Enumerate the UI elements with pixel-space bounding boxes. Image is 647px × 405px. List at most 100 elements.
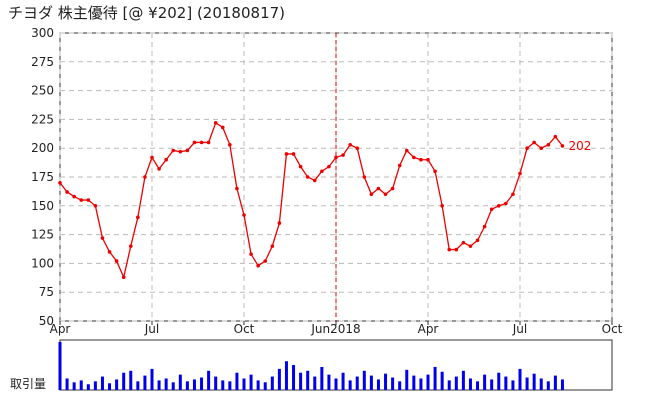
price-line [59,121,563,280]
price-point [376,186,381,191]
price-point [100,236,105,240]
volume-bar [115,379,119,390]
volume-bar [419,378,423,390]
volume-bar [468,378,472,390]
volume-bar [122,372,126,390]
volume-label: 取引量 [10,377,46,391]
volume-bar [129,370,133,390]
volume-bar [164,378,168,390]
volume-bar [157,380,161,390]
price-point [397,163,402,168]
volume-bar [433,366,437,390]
y-tick-label: 300 [31,26,54,40]
price-point [518,171,522,176]
price-point [291,152,296,156]
price-point [305,175,310,179]
price-point [341,153,345,157]
price-point [93,204,98,208]
price-point [560,144,565,148]
volume-bar [447,380,451,390]
volume-bar [65,378,69,390]
volume-bar [440,371,444,390]
volume-bar [214,376,218,390]
price-point [412,155,416,160]
price-point [369,192,374,197]
price-point [447,247,452,252]
price-point [249,252,253,256]
price-point [235,186,239,191]
volume-bar [454,376,458,390]
price-point [419,157,423,162]
price-point [263,259,268,263]
price-point [277,221,282,225]
volume-bar [405,369,409,390]
price-point [312,178,317,183]
x-tick-label: Apr [50,322,71,336]
volume-bar [79,380,83,390]
price-point [496,204,501,208]
price-point [454,247,459,252]
volume-bar [518,368,522,390]
volume-bar [355,376,359,390]
volume-bar [426,374,430,390]
y-tick-label: 225 [31,112,54,126]
price-point [334,155,338,160]
price-point [86,198,91,202]
volume-bar [108,383,112,390]
chart-title: チヨダ 株主優待 [@ ¥202] (20180817) [8,4,285,22]
volume-bar [249,374,253,390]
volume-bar [299,372,303,390]
price-point [171,148,176,153]
volume-bar [171,382,175,390]
price-point [270,244,275,248]
volume-bar [178,374,182,390]
price-point [525,146,529,150]
volume-bar [150,368,154,390]
price-point [128,244,133,248]
y-tick-label: 125 [31,228,54,242]
price-point [121,275,126,280]
volume-bar [221,380,225,390]
price-point [256,263,260,268]
volume-bar [136,381,140,390]
volume-bar [58,342,62,390]
y-tick-label: 50 [39,314,54,328]
volume-bar [207,370,211,390]
price-point [150,155,154,160]
price-point [482,224,487,229]
x-tick-label: Jul [144,322,159,336]
price-point [327,164,331,169]
volume-bar [362,370,366,390]
volume-bar [72,382,76,390]
price-point [143,175,147,179]
volume-bar [256,380,260,390]
price-point [461,240,466,245]
price-point [284,152,289,156]
volume-bar [511,380,515,390]
volume-bar [341,372,345,390]
price-point [468,244,473,248]
price-point [383,192,388,197]
price-point [65,190,69,194]
price-point [114,259,119,263]
price-point [433,169,437,174]
x-tick-label: Oct [234,322,255,336]
volume-bar [320,366,324,390]
price-point [426,157,430,162]
volume-bar [334,378,338,390]
volume-bar [242,378,246,390]
volume-bar [525,377,529,390]
volume-bar [86,384,90,390]
y-tick-label: 100 [31,256,54,270]
price-point [242,213,246,217]
y-tick-label: 75 [39,285,54,299]
x-tick-label: Jul [512,322,527,336]
price-point [489,207,494,212]
volume-bar [270,376,274,390]
volume-bar [546,381,550,390]
last-price-label: 202 [568,139,591,153]
volume-bar [391,377,395,390]
volume-bar [461,370,465,390]
volume-bar [228,381,232,390]
